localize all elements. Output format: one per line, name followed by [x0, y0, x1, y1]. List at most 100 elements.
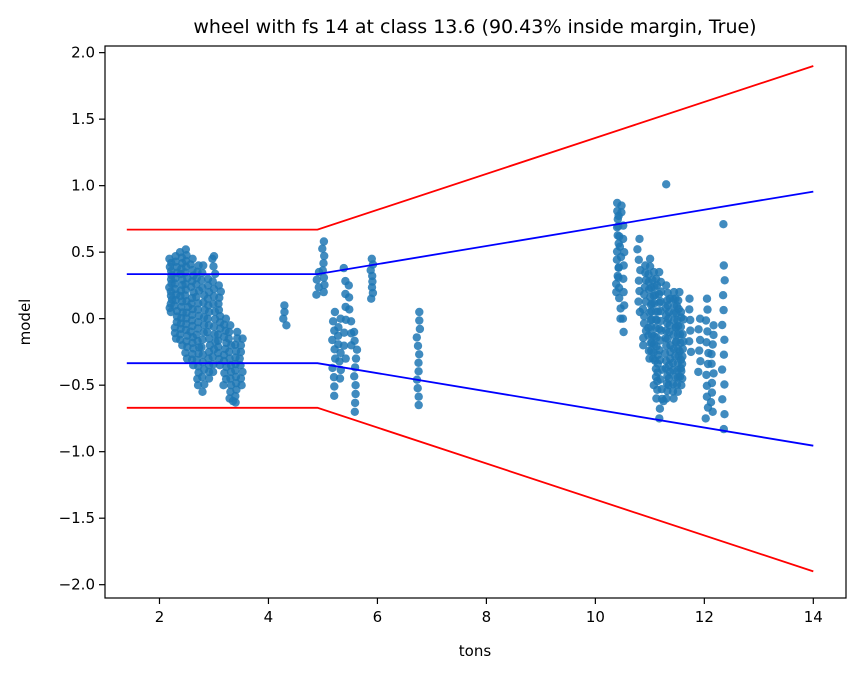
scatter-point	[663, 301, 672, 310]
scatter-point	[414, 392, 423, 401]
scatter-point	[236, 341, 246, 350]
scatter-point	[615, 293, 624, 303]
scatter-point	[197, 276, 206, 285]
y-tick-label: 0.0	[71, 310, 95, 328]
scatter-point	[707, 359, 716, 368]
scatter-point	[618, 234, 628, 244]
y-tick-label: −0.5	[59, 376, 95, 394]
scatter-point	[344, 293, 354, 302]
scatter-point	[413, 384, 422, 393]
scatter-point	[702, 294, 712, 303]
scatter-point	[617, 201, 626, 210]
scatter-point	[645, 254, 655, 263]
scatter-point	[655, 404, 665, 413]
scatter-point	[703, 327, 712, 336]
scatter-point	[657, 287, 666, 296]
scatter-point	[192, 330, 201, 339]
chart-title: wheel with fs 14 at class 13.6 (90.43% i…	[193, 16, 756, 38]
scatter-point	[238, 334, 247, 343]
scatter-point	[719, 261, 728, 270]
scatter-point	[709, 369, 718, 378]
scatter-point	[224, 334, 233, 343]
scatter-point	[214, 281, 223, 290]
y-tick-label: −1.5	[59, 509, 95, 527]
scatter-point	[330, 391, 339, 400]
scatter-point	[238, 367, 247, 377]
scatter-point	[620, 248, 629, 257]
scatter-point	[415, 316, 424, 325]
scatter-point	[677, 359, 687, 368]
scatter-point	[198, 335, 207, 344]
scatter-point	[707, 349, 716, 359]
scatter-point	[708, 407, 717, 416]
scatter-point	[696, 357, 705, 366]
scatter-point	[279, 314, 288, 323]
x-tick-label: 12	[695, 608, 714, 626]
x-axis: 2 4 6 8 10 12 14	[155, 598, 823, 626]
scatter-point	[662, 281, 671, 290]
scatter-point	[237, 381, 246, 390]
scatter-point	[708, 340, 717, 349]
scatter-point	[208, 367, 218, 377]
scatter-point	[669, 394, 678, 403]
scatter-point	[701, 414, 710, 423]
scatter-point	[350, 336, 359, 345]
scatter-point	[197, 343, 206, 352]
scatter-point	[695, 346, 704, 355]
scatter-point	[214, 342, 223, 351]
scatter-point	[686, 326, 695, 335]
inner-margin-line	[126, 190, 814, 275]
scatter-point	[282, 321, 291, 330]
scatter-point	[678, 330, 687, 339]
y-tick-label: 0.5	[71, 243, 95, 261]
scatter-point	[330, 382, 339, 391]
scatter-point	[320, 280, 329, 290]
scatter-point	[685, 294, 694, 303]
scatter-point	[203, 327, 212, 337]
scatter-point	[350, 398, 360, 408]
scatter-point	[679, 315, 688, 324]
scatter-point	[709, 321, 718, 330]
scatter-point	[351, 389, 360, 399]
scatter-point	[634, 297, 643, 306]
scatter-point	[720, 380, 729, 389]
scatter-point	[346, 317, 356, 326]
y-tick-label: 1.5	[71, 110, 95, 128]
scatter-point	[209, 360, 218, 369]
y-tick-label: 2.0	[71, 44, 95, 62]
y-tick-label: −1.0	[59, 443, 95, 461]
scatter-point	[412, 333, 421, 342]
scatter-point	[619, 274, 628, 283]
scatter-point	[208, 277, 217, 286]
y-tick-label: −2.0	[59, 576, 95, 594]
scatter-point	[719, 350, 729, 359]
scatter-point	[719, 220, 728, 229]
scatter-point	[209, 322, 219, 331]
scatter-point	[339, 341, 349, 350]
scatter-point	[685, 337, 694, 346]
scatter-point	[656, 316, 665, 326]
scatter-point	[340, 328, 349, 337]
scatter-point	[659, 396, 668, 406]
scatter-point	[639, 341, 648, 350]
scatter-point	[351, 381, 360, 390]
scatter-point	[224, 327, 234, 337]
scatter-point	[413, 341, 423, 351]
scatter-point	[618, 314, 628, 323]
scatter-point	[344, 281, 353, 290]
scatter-point	[676, 307, 686, 317]
scatter-point	[694, 367, 703, 377]
scatter-point	[214, 299, 223, 308]
scatter-point	[677, 381, 686, 390]
scatter-point	[695, 335, 705, 345]
scatter-point	[341, 354, 350, 363]
scatter-point	[209, 252, 219, 261]
scatter-point	[224, 347, 234, 357]
scatter-point	[200, 380, 209, 389]
scatter-point	[236, 347, 246, 357]
scatter-point	[656, 375, 665, 384]
scatter-point	[228, 396, 238, 406]
scatter-point	[336, 348, 345, 358]
x-axis-label: tons	[459, 642, 492, 660]
